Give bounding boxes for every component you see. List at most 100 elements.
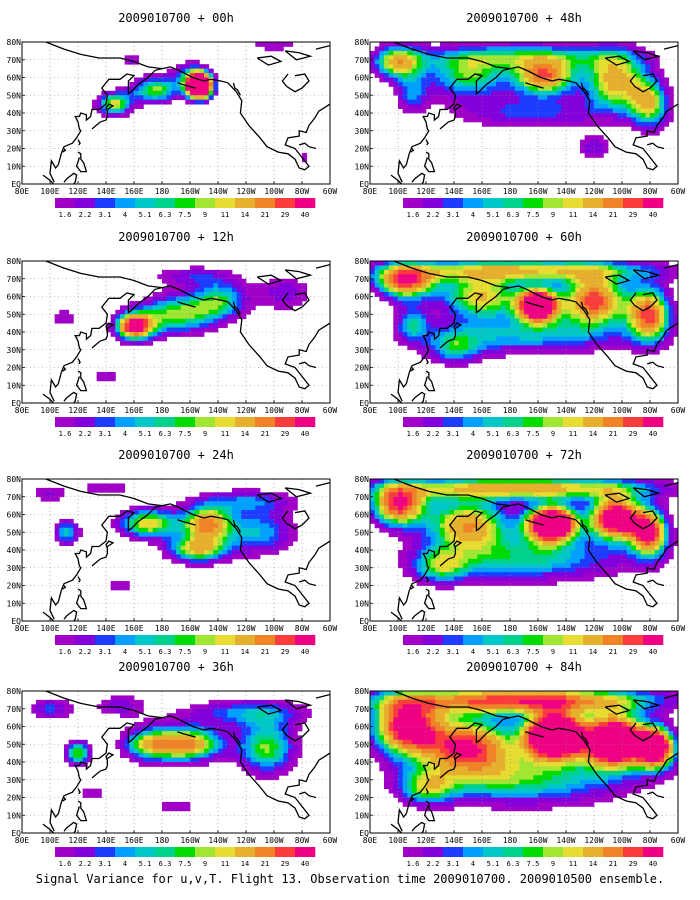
- field-cell: [120, 104, 126, 109]
- field-cell: [274, 748, 280, 754]
- field-cell: [208, 269, 214, 275]
- field-cell: [288, 518, 294, 524]
- field-cell: [407, 86, 413, 92]
- field-cell: [213, 532, 219, 538]
- field-cell: [500, 354, 506, 360]
- field-cell: [421, 278, 427, 284]
- field-cell: [575, 274, 581, 280]
- field-cell: [297, 713, 303, 719]
- field-cell: [477, 309, 483, 315]
- y-tick-label: 40N: [7, 758, 22, 767]
- field-cell: [185, 332, 191, 337]
- field-cell: [575, 261, 581, 266]
- field-cell: [208, 314, 214, 320]
- field-cell: [533, 68, 539, 74]
- field-cell: [250, 699, 256, 705]
- field-cell: [115, 581, 121, 586]
- field-cell: [468, 261, 474, 266]
- field-cell: [124, 305, 130, 311]
- y-tick-label: 70N: [7, 275, 22, 284]
- colorbar-label: 40: [301, 648, 309, 656]
- field-cell: [218, 518, 224, 524]
- field-cell: [148, 739, 154, 745]
- field-cell: [64, 523, 70, 529]
- y-tick-label: EQ: [11, 399, 21, 408]
- field-cell: [510, 117, 516, 123]
- field-cell: [519, 113, 525, 118]
- field-cell: [547, 121, 553, 127]
- field-cell: [412, 323, 418, 328]
- field-cell: [528, 340, 534, 346]
- field-cell: [162, 323, 168, 328]
- field-cell: [603, 81, 609, 87]
- field-cell: [673, 318, 678, 324]
- field-cell: [208, 554, 214, 560]
- field-cell: [180, 68, 186, 74]
- field-cell: [297, 708, 303, 714]
- field-cell: [640, 300, 646, 306]
- field-cell: [435, 305, 441, 311]
- field-cell: [407, 300, 413, 306]
- field-cell: [426, 345, 432, 351]
- field-cell: [134, 726, 140, 732]
- field-cell: [570, 287, 576, 293]
- field-cell: [292, 300, 298, 306]
- field-cell: [190, 95, 196, 101]
- x-tick-label: 140E: [96, 624, 115, 633]
- field-cell: [162, 801, 168, 807]
- field-cell: [547, 42, 553, 47]
- field-cell: [603, 287, 609, 293]
- field-cell: [426, 90, 432, 96]
- field-cell: [654, 108, 660, 114]
- field-cell: [636, 340, 642, 346]
- field-cell: [87, 744, 93, 750]
- field-cell: [166, 269, 172, 275]
- field-cell: [232, 309, 238, 315]
- field-cell: [486, 104, 492, 109]
- field-cell: [306, 713, 312, 719]
- y-tick-label: 60N: [355, 74, 370, 83]
- field-cell: [274, 287, 280, 293]
- field-cell: [255, 527, 261, 533]
- y-tick-label: 30N: [7, 776, 22, 785]
- field-cell: [500, 323, 506, 328]
- colorbar-label: 11: [221, 860, 229, 868]
- field-cell: [204, 305, 210, 311]
- field-cell: [388, 287, 394, 293]
- field-cell: [510, 64, 516, 70]
- field-cell: [199, 95, 205, 101]
- field-cell: [631, 305, 637, 311]
- field-cell: [664, 86, 670, 92]
- field-cell: [645, 117, 651, 123]
- field-cell: [250, 744, 256, 750]
- field-cell: [54, 532, 60, 538]
- field-cell: [402, 305, 408, 311]
- field-cell: [218, 510, 224, 515]
- field-cell: [199, 318, 205, 324]
- field-cell: [152, 327, 158, 333]
- field-cell: [171, 505, 177, 511]
- field-cell: [398, 104, 404, 109]
- field-cell: [659, 265, 665, 271]
- field-cell: [673, 300, 678, 306]
- field-cell: [292, 527, 298, 533]
- field-cell: [444, 269, 450, 275]
- field-cell: [255, 722, 261, 727]
- field-cell: [519, 332, 525, 337]
- field-cell: [255, 300, 261, 306]
- field-cell: [650, 104, 656, 109]
- x-tick-label: 140W: [208, 624, 227, 633]
- field-cell: [227, 527, 233, 533]
- field-cell: [180, 77, 186, 83]
- field-cell: [524, 90, 530, 96]
- field-cell: [297, 717, 303, 723]
- field-cell: [218, 323, 224, 328]
- field-cell: [412, 327, 418, 333]
- field-cell: [598, 135, 604, 141]
- field-cell: [171, 748, 177, 754]
- field-cell: [218, 753, 224, 758]
- field-cell: [274, 532, 280, 538]
- field-cell: [617, 278, 623, 284]
- field-cell: [626, 86, 632, 92]
- field-cell: [496, 46, 502, 52]
